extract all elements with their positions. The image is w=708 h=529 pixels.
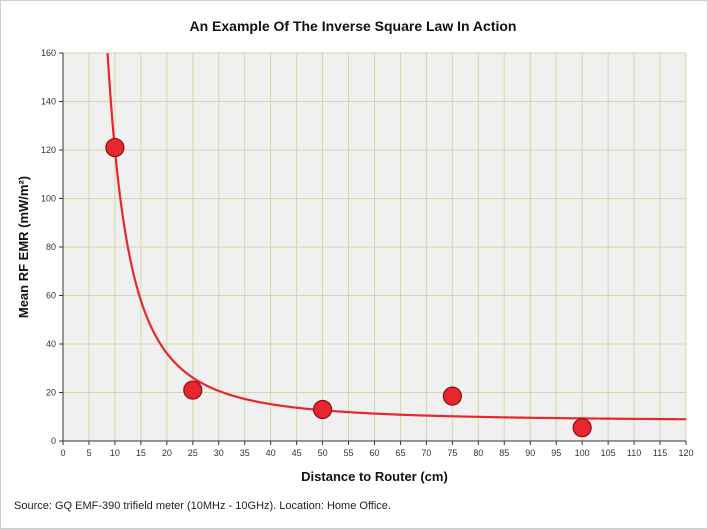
x-tick-label: 100 (575, 448, 590, 458)
x-tick-label: 105 (601, 448, 616, 458)
x-tick-label: 45 (292, 448, 302, 458)
x-tick-label: 35 (240, 448, 250, 458)
x-tick-label: 50 (318, 448, 328, 458)
x-tick-label: 110 (627, 448, 641, 458)
x-tick-label: 70 (421, 448, 431, 458)
y-tick-label: 100 (41, 194, 56, 204)
data-point (312, 399, 333, 420)
x-axis-label: Distance to Router (cm) (301, 469, 448, 484)
data-point (442, 386, 462, 406)
x-tick-label: 60 (369, 448, 379, 458)
x-tick-label: 95 (551, 448, 561, 458)
x-tick-label: 40 (266, 448, 276, 458)
y-tick-label: 60 (46, 291, 56, 301)
y-tick-labels: 0 20 40 60 80 100 120 140 160 (41, 48, 56, 446)
y-tick-label: 20 (46, 388, 56, 398)
data-point (183, 380, 203, 400)
x-tick-label: 20 (162, 448, 172, 458)
x-tick-label: 30 (214, 448, 224, 458)
x-tick-label: 15 (136, 448, 146, 458)
axes (59, 52, 687, 445)
y-tick-label: 0 (51, 436, 56, 446)
x-tick-label: 55 (344, 448, 354, 458)
chart-title: An Example Of The Inverse Square Law In … (189, 18, 517, 34)
data-point (572, 418, 592, 438)
y-tick-label: 120 (41, 145, 56, 155)
x-tick-label: 25 (188, 448, 198, 458)
x-tick-label: 65 (395, 448, 405, 458)
y-tick-label: 160 (41, 48, 56, 58)
fit-curve-line (106, 52, 687, 421)
x-tick-label: 115 (653, 448, 667, 458)
y-tick-label: 40 (46, 339, 56, 349)
x-tick-label: 120 (678, 448, 693, 458)
x-tick-label: 75 (447, 448, 457, 458)
x-tick-label: 10 (110, 448, 120, 458)
data-points (105, 137, 592, 438)
x-tick-label: 0 (60, 448, 65, 458)
x-tick-label: 85 (499, 448, 509, 458)
y-tick-label: 80 (46, 242, 56, 252)
y-tick-label: 140 (41, 97, 56, 107)
x-tick-label: 80 (473, 448, 483, 458)
x-tick-label: 90 (525, 448, 535, 458)
source-note: Source: GQ EMF-390 trifield meter (10MHz… (14, 500, 391, 512)
data-point (105, 137, 125, 158)
y-axis-label: Mean RF EMR (mW/m²) (16, 176, 31, 318)
x-tick-labels: 0 5 10 15 20 25 30 35 40 45 50 55 60 65 70 75 80 85 90 95 10… (60, 448, 693, 458)
x-tick-label: 5 (86, 448, 91, 458)
